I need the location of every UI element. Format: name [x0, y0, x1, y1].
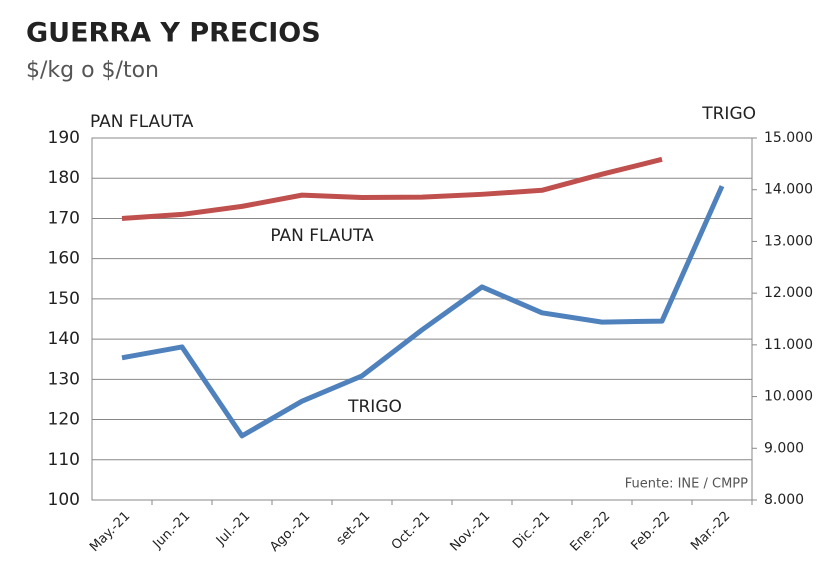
- x-tick-label: Jun.-21: [150, 509, 194, 553]
- x-tick-label: May.-21: [87, 509, 133, 555]
- series-label: PAN FLAUTA: [270, 226, 374, 246]
- y2-tick-label: 15.000: [764, 130, 813, 146]
- x-tick-label: Jul.-21: [213, 509, 253, 549]
- y2-tick-label: 14.000: [764, 182, 813, 198]
- series-label: TRIGO: [347, 397, 402, 417]
- y2-tick-label: 10.000: [764, 389, 813, 405]
- y-tick-label: 100: [48, 490, 80, 510]
- chart-title: GUERRA Y PRECIOS: [26, 18, 321, 49]
- series-line: [121, 185, 725, 439]
- x-tick-label: Dic.-21: [510, 509, 553, 552]
- source: Fuente: INE / CMPP: [625, 477, 748, 492]
- y2-tick-label: 8.000: [764, 492, 804, 508]
- y-tick-label: 160: [48, 249, 80, 269]
- series-line: [121, 156, 663, 221]
- y2-tick-label: 13.000: [764, 233, 813, 249]
- y2-tick-label: 11.000: [764, 337, 813, 353]
- y-tick-label: 190: [48, 128, 80, 148]
- chart-subtitle: $/kg o $/ton: [26, 58, 159, 83]
- x-tick-label: Feb.-22: [628, 509, 673, 554]
- x-tick-label: Nov.-21: [448, 509, 494, 555]
- x-tick-label: set-21: [334, 509, 374, 549]
- plot-frame: [91, 137, 753, 501]
- x-tick-label: Mar.-22: [688, 509, 733, 554]
- y-tick-label: 120: [48, 410, 80, 430]
- y-tick-label: 180: [48, 168, 80, 188]
- y-tick-label: 140: [48, 329, 80, 349]
- x-tick-label: Ene.-22: [567, 509, 613, 555]
- x-tick-label: Oct.-21: [389, 509, 433, 553]
- y-tick-label: 130: [48, 369, 80, 389]
- y-tick-label: 110: [48, 450, 80, 470]
- y2-tick-label: 12.000: [764, 285, 813, 301]
- y2-tick-label: 9.000: [764, 440, 804, 456]
- y-tick-label: 150: [48, 289, 80, 309]
- y-tick-label: 170: [48, 208, 80, 228]
- y2-axis-label: TRIGO: [701, 104, 756, 124]
- x-tick-label: Ago.-21: [267, 509, 313, 555]
- y-axis-label: PAN FLAUTA: [90, 112, 194, 132]
